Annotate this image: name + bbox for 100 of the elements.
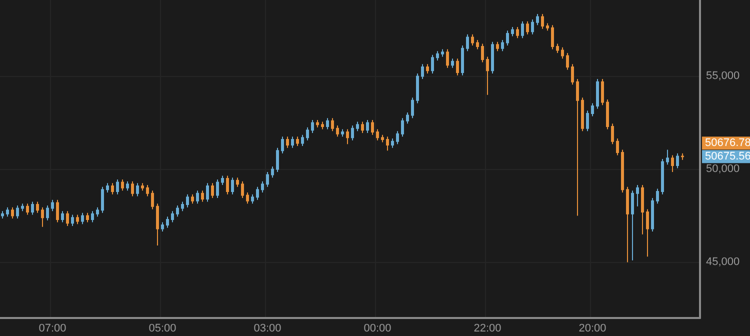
candlestick [201, 190, 204, 202]
candlestick [486, 56, 489, 96]
candlestick [621, 149, 624, 193]
candlestick [251, 194, 254, 204]
candlestick [471, 34, 474, 46]
candlestick [56, 199, 59, 223]
candlestick [311, 119, 314, 134]
candlestick [246, 192, 249, 204]
candlestick [151, 190, 154, 210]
candlestick [16, 204, 19, 220]
candlestick [386, 136, 389, 152]
candlestick [581, 97, 584, 132]
candlestick [641, 184, 644, 235]
candlestick [636, 184, 639, 207]
candlestick [131, 180, 134, 197]
candlestick [681, 152, 684, 160]
candlestick [191, 194, 194, 204]
candlestick [421, 64, 424, 80]
candlestick [506, 30, 509, 46]
y-tick-label: 55,000 [706, 70, 740, 82]
candlestick [626, 186, 629, 263]
candlestick [126, 180, 129, 192]
candlestick [31, 201, 34, 216]
candlestick [326, 118, 329, 130]
candlestick [541, 13, 544, 30]
candlestick [91, 210, 94, 223]
candlestick [496, 41, 499, 52]
candlestick [41, 206, 44, 228]
candlestick [146, 184, 149, 197]
candlestick [306, 126, 309, 141]
candlestick [286, 136, 289, 148]
candlestick [461, 45, 464, 76]
candlestick [361, 121, 364, 134]
candlestick [576, 78, 579, 216]
candlestick [81, 212, 84, 225]
candlestick [611, 123, 614, 145]
candlestick [466, 34, 469, 52]
candlestick [446, 48, 449, 68]
candlestick [71, 214, 74, 226]
candlestick [156, 203, 159, 246]
candlestick [651, 198, 654, 232]
candlestick [316, 119, 319, 128]
candlestick [136, 182, 139, 197]
candlestick [141, 182, 144, 192]
candlestick [396, 130, 399, 145]
candlestick [241, 180, 244, 199]
candlestick [211, 182, 214, 199]
candlestick [161, 222, 164, 232]
candlestick [76, 214, 79, 225]
candlestick [6, 206, 9, 218]
candlestick [381, 134, 384, 143]
candlestick [21, 203, 24, 212]
candlestick [171, 210, 174, 223]
candlestick [86, 212, 89, 223]
candlestick [11, 206, 14, 220]
candlestick [346, 128, 349, 145]
candlestick [556, 43, 559, 54]
candlestick [216, 178, 219, 199]
candlestick [281, 136, 284, 154]
candlestick [656, 188, 659, 204]
candlestick [676, 152, 679, 169]
candlestick [1, 210, 4, 220]
candlestick [196, 190, 199, 204]
candlestick [226, 175, 229, 195]
candlestick [591, 102, 594, 117]
candlestick [671, 154, 674, 173]
x-tick-label: 00:00 [364, 322, 392, 334]
candlestick [371, 119, 374, 136]
candlestick [476, 39, 479, 50]
candlestick [646, 208, 649, 258]
candlestick [236, 177, 239, 188]
candlestick [341, 128, 344, 138]
candlestick [336, 125, 339, 138]
candlestick [376, 128, 379, 141]
candlestick [661, 158, 664, 195]
candlestick [501, 39, 504, 52]
x-tick-label: 22:00 [474, 322, 502, 334]
candlestick [561, 46, 564, 60]
candlestick [221, 175, 224, 186]
candlestick [571, 64, 574, 86]
candlestick [276, 147, 279, 173]
candlestick [401, 118, 404, 138]
candlestick [66, 210, 69, 226]
candlestick [186, 194, 189, 208]
candlestick [321, 121, 324, 130]
candlestick [411, 97, 414, 119]
candlestick [511, 26, 514, 37]
x-tick-label: 07:00 [38, 322, 66, 334]
candlestick [291, 136, 294, 148]
candlestick [181, 201, 184, 212]
candlestick [631, 190, 634, 261]
y-tick-label: 45,000 [706, 256, 740, 268]
candlestick [46, 204, 49, 221]
candlestick [566, 52, 569, 70]
candlestick [176, 204, 179, 218]
candlestick [521, 20, 524, 39]
candlestick [391, 138, 394, 148]
candlestick [36, 201, 39, 214]
x-tick-label: 20:00 [578, 322, 606, 334]
candlestick [96, 206, 99, 218]
